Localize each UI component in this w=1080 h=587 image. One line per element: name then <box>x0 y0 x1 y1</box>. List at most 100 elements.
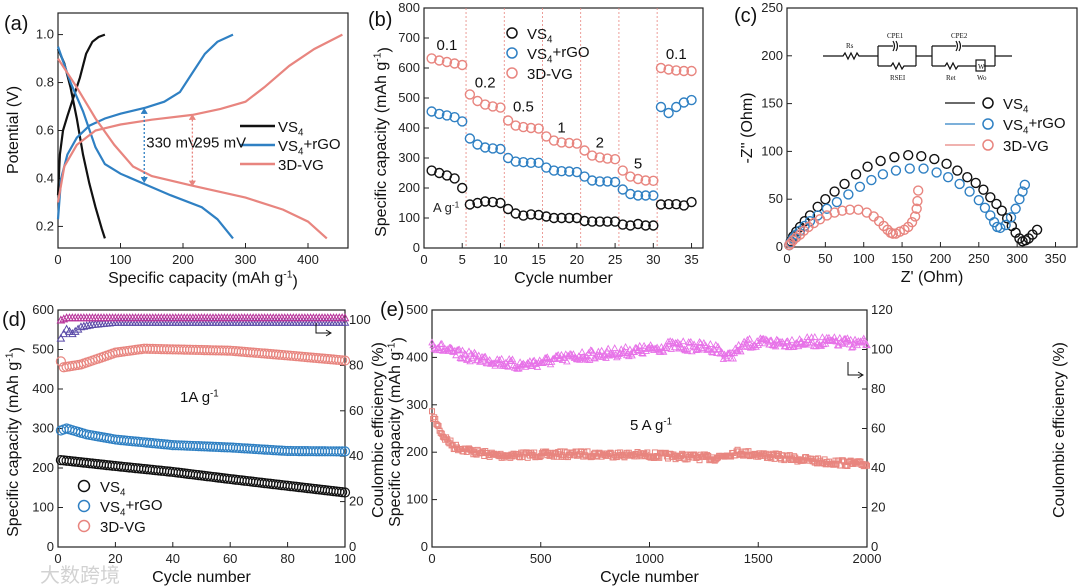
rate-label: 0.5 <box>513 99 534 116</box>
data-point <box>678 97 690 108</box>
data-point <box>671 65 682 76</box>
ce-point <box>471 350 480 358</box>
data-point <box>837 205 848 216</box>
x-tick-label: 80 <box>280 551 294 566</box>
data-point <box>985 192 996 203</box>
y-tick-label: 100 <box>32 500 54 515</box>
x-axis-title: Z' (Ohm) <box>901 269 964 286</box>
ce-point <box>65 326 74 335</box>
data-point <box>632 173 644 185</box>
ce-point <box>705 344 714 352</box>
x-tick-label: 350 <box>1045 251 1067 266</box>
y-tick-label: 200 <box>761 48 783 63</box>
data-point <box>518 156 529 168</box>
y-tick-label: 250 <box>761 0 783 15</box>
x-tick-label: 2000 <box>853 551 882 566</box>
data-point <box>985 210 996 221</box>
ce-point <box>734 340 743 348</box>
ce-point <box>607 350 616 358</box>
capacity-point <box>862 461 869 468</box>
data-point <box>625 220 636 231</box>
ce-point <box>848 343 856 351</box>
data-point <box>931 167 942 178</box>
data-point <box>479 196 491 207</box>
y-tick-label: 200 <box>398 180 420 195</box>
y-tick-label: 0.8 <box>36 75 54 90</box>
data-point <box>548 212 560 224</box>
circuit-label-w: W <box>978 63 985 71</box>
y-tick-label: 700 <box>398 30 420 45</box>
voltage-gap-label: 330 mV <box>146 134 198 151</box>
data-point <box>434 167 445 179</box>
data-point <box>449 111 460 123</box>
rate-label: 2 <box>596 135 604 152</box>
data-point <box>850 169 862 180</box>
data-point <box>617 219 628 230</box>
data-point <box>586 175 598 186</box>
capacity-point <box>434 422 441 429</box>
legend-marker <box>982 139 994 151</box>
data-point <box>912 195 923 207</box>
charge-curve-1 <box>56 33 234 220</box>
panel-label: (c) <box>734 5 757 27</box>
ce-point <box>759 334 768 342</box>
x-tick-label: 0 <box>783 251 790 266</box>
x-tick-label: 40 <box>166 551 180 566</box>
ce-point <box>435 346 444 354</box>
data-point <box>962 172 973 183</box>
data-point <box>954 178 965 190</box>
data-point <box>55 356 66 367</box>
data-point <box>339 446 351 457</box>
legend-label: 3D-VG <box>100 519 146 536</box>
legend-label: VS4+rGO <box>100 497 163 518</box>
ce-point <box>85 320 94 329</box>
ce-point <box>794 342 803 350</box>
x-tick-label: 0 <box>420 252 427 267</box>
data-point <box>843 189 854 200</box>
data-point <box>648 220 659 231</box>
x-axis-title: Cycle number <box>514 270 613 287</box>
ce-point <box>504 362 512 370</box>
y-tick-label: 600 <box>32 302 54 317</box>
rate-label: 1 <box>557 120 565 137</box>
y-tick-label: 100 <box>761 143 783 158</box>
ce-point <box>683 346 692 354</box>
x-tick-label: 200 <box>930 251 952 266</box>
ce-point <box>578 348 586 355</box>
data-point <box>912 185 924 196</box>
ce-point <box>819 340 828 348</box>
data-point <box>655 101 667 113</box>
legend-marker <box>77 499 91 513</box>
data-point <box>609 176 621 188</box>
voltage-gap-label: 295 mV <box>194 134 246 151</box>
ce-point <box>73 324 83 333</box>
data-point <box>464 199 476 210</box>
legend-marker <box>982 118 994 130</box>
data-point <box>525 209 537 220</box>
data-point <box>533 123 544 134</box>
ce-point <box>340 317 350 326</box>
data-point <box>457 116 468 127</box>
ce-point <box>56 333 66 342</box>
x-axis-title: Cycle number <box>600 569 699 586</box>
ce-point <box>667 345 676 352</box>
ce-point <box>452 351 460 359</box>
panel-label: (b) <box>368 9 392 31</box>
data-point <box>579 215 590 227</box>
ce-point <box>706 339 715 347</box>
current-density-label: 1A g-1 <box>180 389 219 406</box>
circuit-label-rsei: RSEI <box>890 74 906 82</box>
ce-point <box>597 346 606 354</box>
data-point <box>602 176 613 187</box>
ce-point <box>463 355 471 363</box>
ce-point <box>59 329 69 338</box>
data-point <box>518 210 529 221</box>
data-point <box>495 143 506 155</box>
circuit-label-cpe1: CPE1 <box>887 32 904 40</box>
discharge-curve-1 <box>56 46 234 240</box>
data-point <box>941 158 952 170</box>
ce-point <box>446 343 455 351</box>
y2-tick-label: 20 <box>871 500 885 515</box>
y-axis-title: Specific capacity (mAh g-1) <box>4 347 25 537</box>
